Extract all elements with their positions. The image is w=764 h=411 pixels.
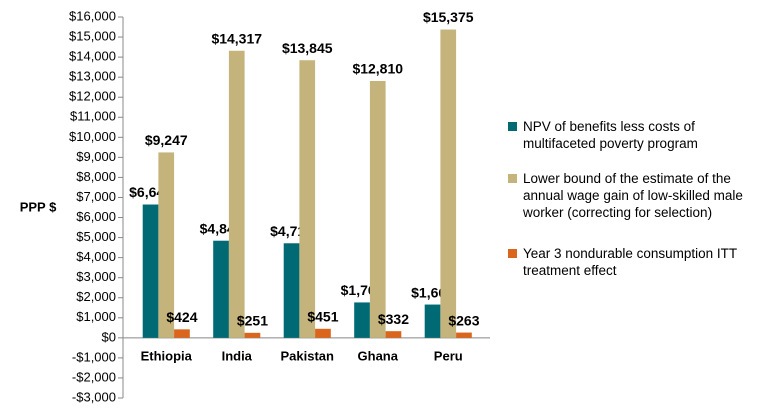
- x-tick-label: Pakistan: [281, 348, 335, 363]
- y-tick-label: $16,000: [69, 8, 116, 23]
- y-tick-label: $4,000: [76, 249, 116, 264]
- y-tick-label: $7,000: [76, 189, 116, 204]
- y-tick-label: $5,000: [76, 229, 116, 244]
- data-label: $14,317: [211, 30, 262, 46]
- legend-swatch: [508, 249, 517, 258]
- y-tick-label: $2,000: [76, 289, 116, 304]
- y-tick-label: $8,000: [76, 169, 116, 184]
- data-label: $13,845: [282, 40, 333, 56]
- data-label: $263: [448, 312, 479, 328]
- bar: [299, 60, 316, 338]
- legend-swatch: [508, 122, 517, 131]
- bar: [424, 304, 441, 338]
- y-tick-label: $12,000: [69, 89, 116, 104]
- bar: [456, 332, 472, 338]
- bar: [354, 302, 370, 338]
- bar: [142, 204, 159, 338]
- y-tick-label: -$3,000: [72, 389, 116, 404]
- bar: [385, 331, 402, 338]
- x-tick-label: India: [222, 348, 253, 363]
- x-tick-label: Ghana: [358, 348, 399, 363]
- legend-entry: Lower bound of the estimate of the annua…: [508, 170, 758, 221]
- legend-entry: NPV of benefits less costs of multifacet…: [508, 118, 758, 152]
- data-label: $15,375: [423, 9, 474, 25]
- data-label: $332: [378, 311, 409, 327]
- bar: [369, 80, 386, 338]
- bar: [440, 29, 457, 338]
- y-tick-label: $14,000: [69, 49, 116, 64]
- data-label: $12,810: [352, 61, 403, 77]
- bar: [283, 243, 300, 338]
- y-tick-label: $6,000: [76, 209, 116, 224]
- data-label: $251: [237, 313, 268, 329]
- bar: [244, 332, 261, 338]
- y-tick-label: $0: [102, 329, 116, 344]
- legend-swatch: [508, 174, 517, 183]
- legend-label: Lower bound of the estimate of the annua…: [523, 171, 743, 220]
- y-axis-label: PPP $: [20, 199, 57, 214]
- y-tick-label: $11,000: [70, 109, 116, 124]
- x-tick-label: Peru: [434, 348, 463, 363]
- bar: [174, 329, 190, 338]
- y-tick-label: $13,000: [69, 69, 116, 84]
- data-label: $9,247: [145, 132, 188, 148]
- y-tick-label: $15,000: [69, 28, 116, 43]
- x-tick-label: Ethiopia: [141, 348, 193, 363]
- y-tick-label: $3,000: [76, 269, 116, 284]
- legend-label: NPV of benefits less costs of multifacet…: [523, 119, 698, 151]
- bar: [315, 328, 331, 338]
- legend-entry: Year 3 nondurable consumption ITT treatm…: [508, 245, 758, 279]
- bar: [228, 50, 245, 338]
- y-tick-label: -$1,000: [72, 349, 116, 364]
- y-tick-label: $9,000: [76, 149, 116, 164]
- data-label: $451: [307, 309, 338, 325]
- legend-label: Year 3 nondurable consumption ITT treatm…: [523, 246, 737, 278]
- y-tick-label: -$2,000: [72, 369, 116, 384]
- y-tick-label: $1,000: [76, 309, 116, 324]
- bar: [158, 152, 175, 338]
- bar: [213, 240, 229, 338]
- data-label: $424: [166, 309, 197, 325]
- y-tick-label: $10,000: [69, 129, 116, 144]
